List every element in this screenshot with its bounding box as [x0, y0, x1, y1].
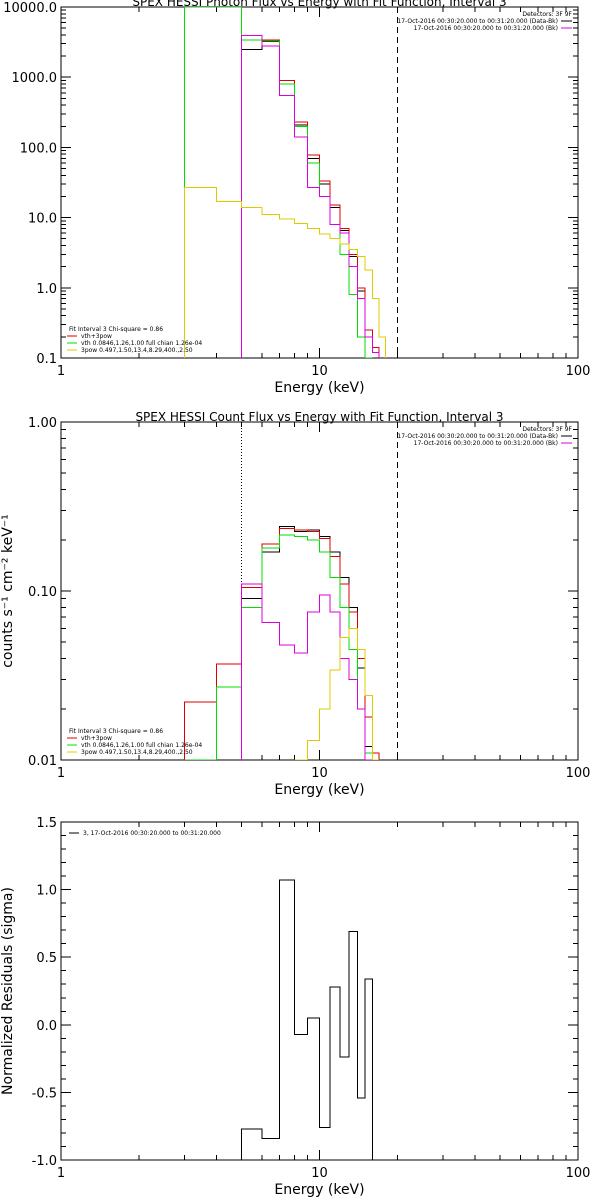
- y-tick-label: 1.5: [36, 816, 57, 831]
- legend-entry: Fit Interval 3 Chi-square = 0.86: [69, 326, 163, 333]
- chart-title: SPEX HESSI Count Flux vs Energy with Fit…: [135, 410, 503, 424]
- series-0-step-line: [241, 41, 380, 358]
- y-tick-label: 1.0: [36, 884, 57, 899]
- chart-title: SPEX HESSI Photon Flux vs Energy with Fi…: [132, 0, 506, 9]
- x-tick-label: 10: [311, 364, 328, 379]
- series-3-step-line: [241, 35, 380, 358]
- y-tick-label: 100.0: [20, 141, 57, 156]
- legend-entry: 17-Oct-2016 00:30:20.000 to 00:31:20.000…: [397, 433, 558, 440]
- x-tick-label: 100: [566, 364, 591, 379]
- y-axis-label: Normalized Residuals (sigma): [0, 887, 16, 1095]
- series-2-step-line: [183, 7, 373, 358]
- y-tick-label: 0.5: [36, 951, 57, 966]
- x-tick-label: 100: [566, 766, 591, 781]
- x-axis-label: Energy (keV): [274, 782, 364, 798]
- y-tick-label: 10000.0: [3, 1, 57, 16]
- legend-entry: 3pow 0.497,1.50,13.4,8.29,400.,2.50: [81, 749, 193, 756]
- chart-panel-1: SPEX HESSI Count Flux vs Energy with Fit…: [0, 410, 590, 798]
- y-tick-label: 1.0: [36, 282, 57, 297]
- legend-entry: 17-Oct-2016 00:30:20.000 to 00:31:20.000…: [414, 25, 558, 32]
- legend-entry: vth 0.0846,1.26,1.00 full chian 1.26e-04: [81, 340, 202, 347]
- legend-entry: 3, 17-Oct-2016 00:30:20.000 to 00:31:20.…: [83, 830, 221, 837]
- x-tick-label: 10: [311, 766, 328, 781]
- y-tick-label: 1.00: [28, 416, 57, 431]
- chart-panel-0: SPEX HESSI Photon Flux vs Energy with Fi…: [3, 0, 590, 396]
- legend-entry: 3pow 0.497,1.50,13.4,8.29,400.,2.50: [81, 347, 193, 354]
- legend-entry: 17-Oct-2016 00:30:20.000 to 00:31:20.000…: [397, 18, 558, 25]
- series-4-step-line: [294, 627, 380, 760]
- x-tick-label: 100: [566, 1166, 591, 1181]
- series-1-step-line: [183, 527, 380, 760]
- y-tick-label: 0.10: [28, 585, 57, 600]
- legend-entry: Detectors: 3F 9F: [522, 11, 572, 18]
- legend-entry: vth+3pow: [81, 735, 112, 742]
- y-axis-label: counts s⁻¹ cm⁻² keV⁻¹: [0, 514, 16, 668]
- series-0-step-line: [241, 879, 373, 1160]
- chart-panel-2: 1 10 100 Energy (keV) -1.0 -0.5 0.0 0.5 1.0 1.5 No…: [0, 816, 590, 1198]
- x-axis-label: Energy (keV): [274, 380, 364, 396]
- series-4-step-line: [183, 186, 386, 358]
- y-tick-label: 0.0: [36, 1019, 57, 1034]
- x-tick-label: 1: [57, 1166, 65, 1181]
- legend-entry: Fit Interval 3 Chi-square = 0.86: [69, 728, 163, 735]
- x-tick-label: 1: [57, 766, 65, 781]
- legend-entry: vth+3pow: [81, 333, 112, 340]
- y-tick-label: -1.0: [32, 1154, 57, 1169]
- y-tick-label: 0.01: [28, 754, 57, 769]
- series-2-step-line: [184, 534, 380, 760]
- legend-entry: vth 0.0846,1.26,1.00 full chian 1.26e-04: [81, 742, 202, 749]
- x-tick-label: 1: [57, 364, 65, 379]
- y-tick-label: 1000.0: [12, 71, 58, 86]
- legend-entry: 17-Oct-2016 00:30:20.000 to 00:31:20.000…: [414, 440, 558, 447]
- x-axis-label: Energy (keV): [274, 1182, 364, 1198]
- series-3-step-line: [241, 583, 380, 760]
- series-1-step-line: [241, 35, 380, 358]
- x-tick-label: 10: [311, 1166, 328, 1181]
- y-tick-label: -0.5: [32, 1086, 57, 1101]
- y-tick-label: 10.0: [28, 212, 57, 227]
- y-tick-label: 0.1: [36, 352, 57, 367]
- legend-entry: Detectors: 3F 9F: [522, 426, 572, 433]
